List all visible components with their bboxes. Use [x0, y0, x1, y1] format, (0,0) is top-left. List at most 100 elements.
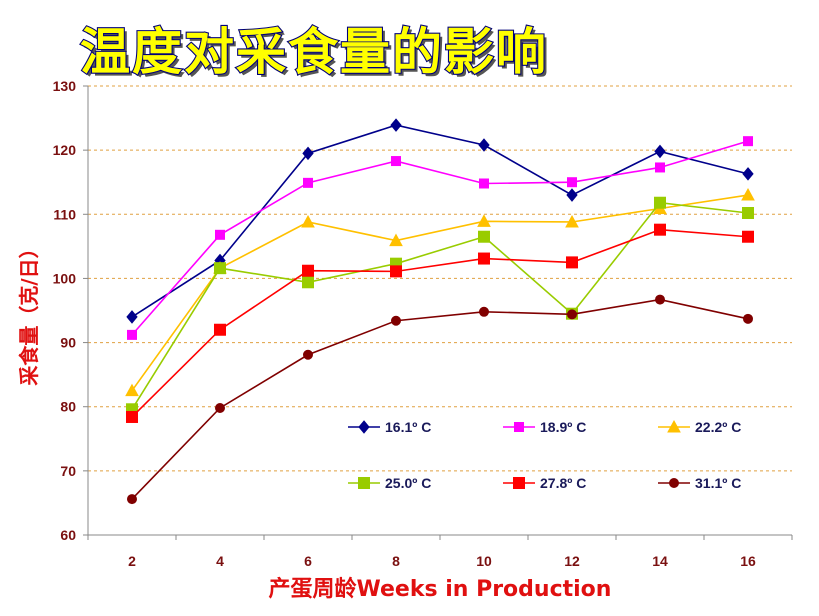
gridlines — [88, 85, 792, 472]
series-5-point-14 — [654, 223, 666, 236]
axes — [83, 85, 793, 540]
series-2-point-2 — [127, 329, 137, 340]
series-line-6 — [131, 298, 749, 500]
series-5-point-16 — [742, 230, 754, 243]
legend-item-6: 31.1º C — [658, 475, 741, 491]
chart-title-text: 温度对采食量的影响 — [80, 23, 548, 81]
y-tick-label-90: 90 — [60, 335, 76, 351]
legend-marker-2 — [514, 422, 524, 432]
y-tick-labels: 60 70 80 90 100 110 120 130 — [53, 78, 77, 543]
series-6-point-4 — [215, 402, 225, 413]
y-tick-label-110: 110 — [53, 206, 76, 222]
legend-label-1: 16.1º C — [385, 419, 431, 435]
series-6 — [127, 294, 753, 505]
x-tick-label-2: 2 — [128, 553, 136, 569]
legend-label-5: 27.8º C — [540, 475, 586, 491]
series-1-point-6 — [302, 146, 314, 161]
series-5-point-12 — [566, 256, 578, 269]
legend: 16.1º C 18.9º C 22.2º C 25.0º C 27.8º C 31.1º… — [348, 419, 741, 491]
legend-marker-1 — [358, 420, 370, 434]
series-6-point-14 — [655, 294, 665, 305]
chart-title-shadow: 温度对采食量的影响 — [83, 26, 551, 84]
series-4-point-6 — [302, 276, 314, 289]
y-tick-label-70: 70 — [60, 463, 76, 479]
series-4 — [126, 196, 754, 416]
y-tick-label-130: 130 — [53, 78, 77, 94]
series-5 — [126, 223, 754, 423]
series-3-point-12 — [565, 214, 579, 228]
series-3-point-2 — [125, 383, 139, 397]
legend-marker-5 — [513, 477, 525, 489]
x-axis-label: 产蛋周龄Weeks in Production — [269, 576, 612, 602]
x-tick-labels: 2 4 6 8 10 12 14 16 — [128, 553, 756, 569]
x-tick-label-4: 4 — [216, 553, 224, 569]
series-line-1 — [131, 124, 749, 318]
series-5-point-4 — [214, 323, 226, 336]
series-2-point-6 — [303, 177, 313, 188]
series-line-4 — [131, 201, 749, 410]
y-tick-label-100: 100 — [53, 270, 77, 286]
series-1-point-10 — [478, 138, 490, 152]
series-1-point-12 — [566, 188, 578, 202]
series-3-point-16 — [741, 187, 755, 201]
series-2 — [127, 136, 753, 340]
y-tick-label-120: 120 — [53, 142, 77, 158]
legend-item-1: 16.1º C — [348, 419, 431, 435]
legend-label-2: 18.9º C — [540, 419, 586, 435]
legend-item-4: 25.0º C — [348, 475, 431, 491]
x-tick-label-12: 12 — [564, 553, 580, 569]
chart-title: 温度对采食量的影响 温度对采食量的影响 — [79, 22, 551, 84]
series-5-point-8 — [390, 265, 402, 278]
series-line-2 — [131, 140, 749, 336]
series-2-point-14 — [655, 162, 665, 173]
series-line-3 — [131, 194, 749, 392]
series-5-point-6 — [302, 264, 314, 277]
y-tick-label-60: 60 — [60, 527, 76, 543]
series-6-point-10 — [479, 306, 489, 317]
legend-item-5: 27.8º C — [503, 475, 586, 491]
series-3-point-10 — [477, 214, 491, 227]
x-tick-label-8: 8 — [392, 553, 400, 569]
series-6-point-6 — [303, 349, 313, 360]
series-line-5 — [131, 228, 749, 418]
series-1-point-14 — [654, 144, 666, 159]
series-6-point-8 — [391, 315, 401, 326]
legend-item-3: 22.2º C — [658, 419, 741, 435]
legend-marker-3 — [667, 419, 681, 433]
series-6-point-2 — [127, 494, 137, 505]
legend-label-4: 25.0º C — [385, 475, 431, 491]
y-axis-label: 采食量（克/日） — [17, 238, 41, 385]
series-3-point-6 — [301, 214, 315, 228]
legend-item-2: 18.9º C — [503, 419, 586, 435]
legend-marker-4 — [358, 477, 370, 489]
series-2-point-8 — [391, 156, 401, 167]
series-3 — [125, 187, 755, 397]
series-2-point-12 — [567, 177, 577, 188]
series-2-point-16 — [743, 136, 753, 147]
series-4-point-4 — [214, 262, 226, 275]
series-2-point-4 — [215, 229, 225, 240]
series-1-point-16 — [742, 167, 754, 181]
series-5-point-2 — [126, 410, 138, 423]
x-tick-label-10: 10 — [476, 553, 492, 569]
series-3-point-8 — [389, 233, 403, 247]
series-4-point-14 — [654, 196, 666, 209]
y-tick-label-80: 80 — [60, 399, 76, 415]
series-6-point-16 — [743, 313, 753, 324]
series-2-point-10 — [479, 178, 489, 189]
series-1-point-8 — [390, 118, 402, 132]
legend-label-3: 22.2º C — [695, 419, 741, 435]
series-4-point-10 — [478, 230, 490, 243]
series-4-point-16 — [742, 207, 754, 220]
series-1 — [126, 118, 754, 324]
legend-marker-6 — [669, 478, 679, 488]
x-tick-label-14: 14 — [652, 553, 668, 569]
legend-label-6: 31.1º C — [695, 475, 741, 491]
series-5-point-10 — [478, 252, 490, 265]
series-layer — [125, 118, 755, 505]
x-tick-label-16: 16 — [740, 553, 756, 569]
series-6-point-12 — [567, 309, 577, 320]
x-tick-label-6: 6 — [304, 553, 312, 569]
series-1-point-2 — [126, 310, 138, 324]
